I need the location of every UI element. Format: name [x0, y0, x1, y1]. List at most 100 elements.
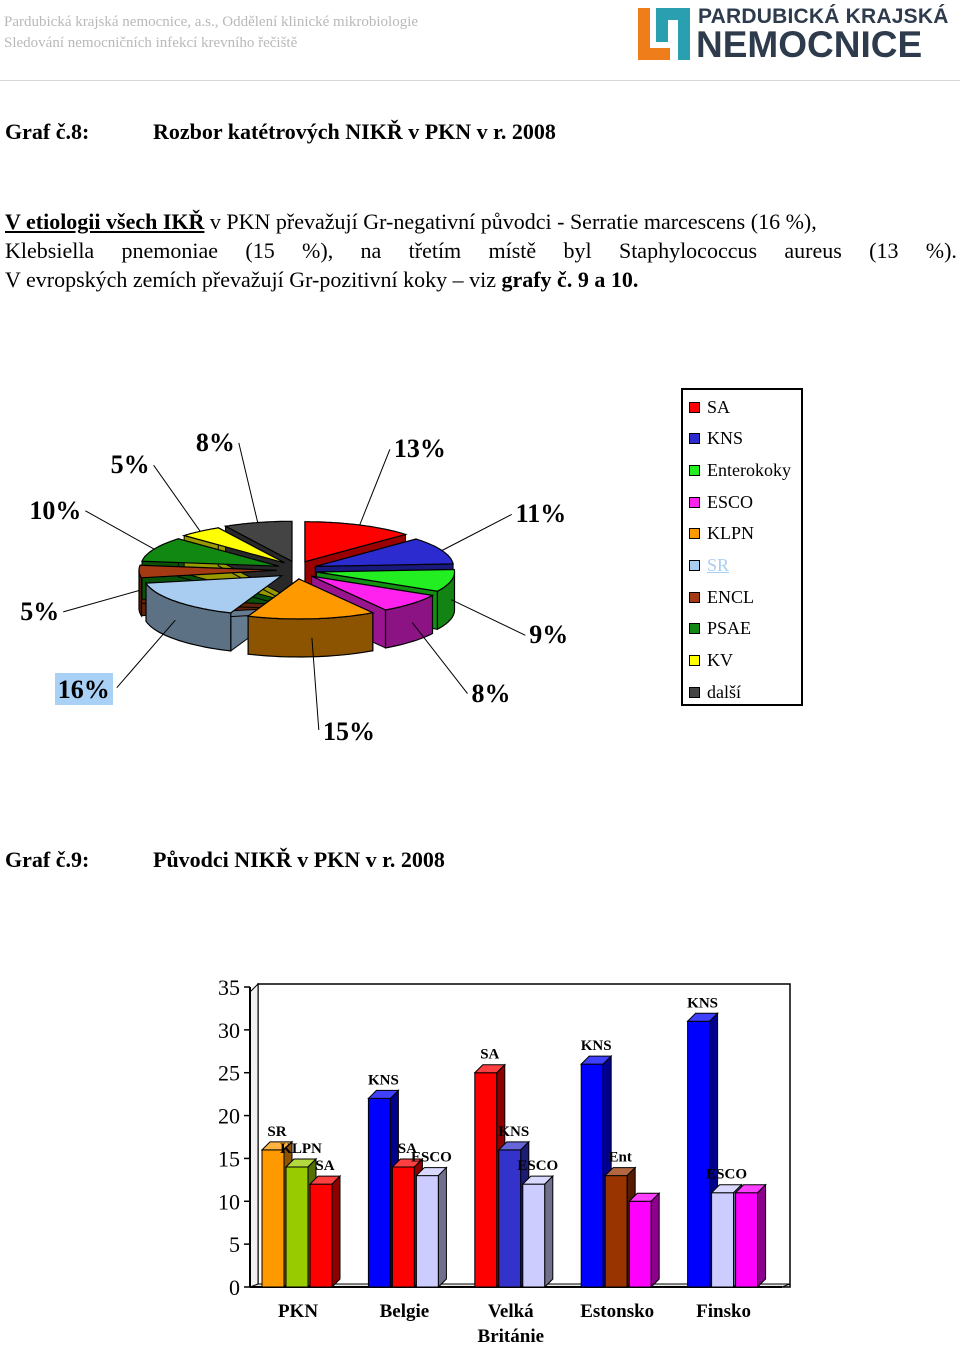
pie-label-KNS: 11%	[515, 499, 567, 529]
bar-front	[474, 1072, 498, 1288]
paragraph-word: třetím	[408, 238, 462, 263]
bar-data-label: SA	[315, 1158, 334, 1174]
bar-side	[437, 1166, 447, 1289]
paragraph-line-3: V evropských zemích převažují Gr-pozitiv…	[5, 265, 957, 294]
pie-slice-ENCL	[138, 564, 278, 579]
graf8-number: Graf č.8:	[5, 119, 90, 144]
header-institution: Pardubická krajská nemocnice, a.s., Oddě…	[4, 14, 419, 30]
pie-slice-ESCO	[311, 575, 435, 611]
bar-Finsko-2	[734, 1183, 767, 1289]
bar-front	[309, 1183, 333, 1288]
legend-swatch	[689, 401, 700, 413]
legend-label: ESCO	[707, 491, 754, 512]
paragraph-word: %),	[302, 238, 334, 263]
pie-label-SA: 13%	[393, 434, 446, 464]
plot-side-wall	[249, 982, 259, 1288]
legend-swatch	[689, 655, 700, 667]
bar-front	[285, 1166, 309, 1288]
graf8-title: Rozbor katétrových NIKŘ v PKN v r. 2008	[153, 119, 556, 144]
y-tick-label: 25	[218, 1061, 240, 1086]
pie-leader-line	[450, 599, 526, 636]
bar-data-label: ESCO	[706, 1167, 747, 1183]
y-tick-label: 15	[218, 1146, 240, 1171]
x-category-label: Belgie	[380, 1301, 430, 1322]
hospital-logo: PARDUBICKÁ KRAJSKÁ NEMOCNICE	[636, 5, 952, 65]
pie-label-ENCL: 5%	[20, 596, 60, 626]
legend-label: PSAE	[707, 618, 752, 639]
legend-swatch	[689, 623, 700, 635]
graf9-number: Graf č.9:	[5, 847, 90, 872]
legend-item-KLPN: KLPN	[689, 523, 755, 544]
logo-text-line1: PARDUBICKÁ KRAJSKÁ	[698, 5, 949, 28]
page-header: Pardubická krajská nemocnice, a.s., Oddě…	[0, 0, 960, 82]
paragraph-word: (15	[245, 238, 275, 263]
pie-leader-line	[359, 449, 391, 526]
paragraph-word: aureus	[784, 238, 842, 263]
bar-front	[687, 1020, 711, 1288]
legend-swatch	[689, 560, 700, 571]
x-category-label: Finsko	[696, 1301, 751, 1322]
legend-swatch	[689, 496, 700, 508]
bar-Belgie-ESCO	[415, 1166, 448, 1289]
bar-data-label: Ent	[609, 1150, 632, 1166]
pie-leader-line	[441, 513, 512, 551]
bar-front	[367, 1097, 391, 1288]
logo-mark-icon	[638, 8, 690, 60]
legend-item-SR: SR	[689, 555, 729, 576]
bar-side	[650, 1192, 660, 1289]
bar-data-label: KNS	[498, 1124, 529, 1140]
graf8-heading: Graf č.8: Rozbor katétrových NIKŘ v PKN v…	[5, 119, 556, 145]
paragraph-underlined: V etiologii všech IKŘ	[5, 209, 205, 234]
y-tick-label: 10	[218, 1189, 240, 1214]
paragraph-word: na	[360, 238, 382, 263]
pie-label-ESCO: 8%	[471, 678, 511, 708]
pie-leader-line	[63, 590, 140, 613]
pie-label-KLPN: 15%	[323, 717, 375, 747]
paragraph-word: (13	[869, 238, 899, 263]
header-subtitle: Sledování nemocničních infekcí krevního …	[4, 35, 298, 51]
etiology-paragraph: V etiologii všech IKŘ v PKN převažují Gr…	[5, 207, 957, 294]
bar-data-label: KLPN	[280, 1141, 322, 1157]
x-category-label: Estonsko	[580, 1301, 654, 1322]
paragraph-word: pnemoniae	[121, 238, 219, 263]
pie-label-další: 8%	[195, 427, 235, 457]
paragraph-word: %).	[925, 238, 957, 263]
pie-label-Enterokoky: 9%	[529, 620, 569, 650]
y-tick-label: 30	[218, 1018, 240, 1043]
legend-swatch	[689, 528, 700, 540]
logo-mark-orange	[638, 8, 670, 60]
legend-label: KNS	[707, 428, 744, 449]
bar-front	[711, 1192, 735, 1288]
legend-label: Enterokoky	[707, 459, 791, 480]
paragraph-word: místě	[488, 238, 537, 263]
y-tick-label: 35	[218, 975, 240, 1000]
paragraph-word: Klebsiella	[5, 238, 95, 263]
legend-label: KLPN	[707, 523, 755, 544]
bar-front	[735, 1192, 759, 1288]
bar-data-label: SA	[398, 1141, 417, 1157]
graf9-title: Původci NIKŘ v PKN v r. 2008	[153, 847, 445, 872]
header-divider	[0, 80, 960, 81]
bar-front	[604, 1175, 628, 1288]
legend-item-KNS: KNS	[689, 428, 744, 449]
pie-leader-lines	[63, 442, 526, 730]
pie-leader-line	[153, 464, 201, 532]
y-tick-label: 0	[229, 1275, 240, 1300]
pie-leader-line	[411, 622, 468, 694]
bar-data-label: KNS	[581, 1038, 612, 1054]
bar-front	[580, 1063, 604, 1288]
bar-side	[757, 1183, 767, 1289]
bar-PKN-SA	[308, 1174, 342, 1289]
graf9-heading: Graf č.9: Původci NIKŘ v PKN v r. 2008	[5, 847, 445, 873]
bar-data-label: SR	[267, 1124, 286, 1140]
bar-data-label: ESCO	[517, 1158, 558, 1174]
pie-label-KV: 5%	[110, 450, 150, 480]
paragraph-word: byl	[563, 238, 592, 263]
pie-label-PSAE: 10%	[29, 495, 82, 525]
bar-side	[544, 1174, 554, 1289]
legend-item-ESCO: ESCO	[689, 492, 753, 512]
legend-label: KV	[707, 650, 733, 671]
legend-item-Enterokoky: Enterokoky	[689, 460, 791, 480]
bar-data-label: KNS	[687, 995, 718, 1011]
pie-leader-line	[116, 619, 176, 689]
